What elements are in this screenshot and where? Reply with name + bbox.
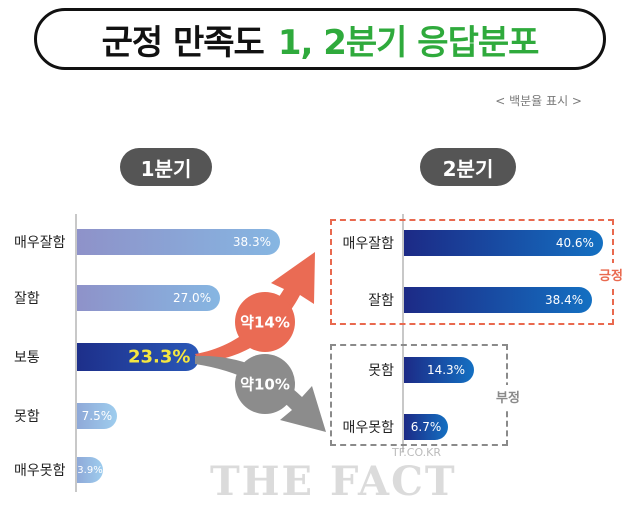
q1-category-label: 매우잘함 (14, 235, 66, 251)
q2-bar: 6.7% (404, 414, 448, 440)
q1-category-label: 못함 (14, 409, 40, 425)
q1-value-label: 3.9% (77, 464, 103, 476)
q2-bar: 40.6% (404, 230, 603, 256)
q2-header-label: 2분기 (442, 156, 494, 181)
up-arrow-badge (235, 292, 295, 352)
q2-value-label: 14.3% (426, 363, 466, 377)
title-box: 군정 만족도 1, 2분기 응답분포 (34, 8, 606, 70)
down-arrow-label: 약10% (240, 375, 290, 394)
q2-bar: 14.3% (404, 357, 475, 383)
q1-bar: 38.3% (77, 229, 280, 255)
up-arrow-label: 약14% (240, 313, 290, 332)
q2-category-label: 못함 (368, 363, 394, 379)
q2-category-label: 매우잘함 (342, 236, 394, 252)
q2-category-label: 매우못함 (342, 420, 394, 436)
percentage-note: < 백분율 표시 > (495, 94, 582, 108)
q1-bar: 27.0% (77, 285, 221, 311)
q1-category-label: 잘함 (14, 291, 40, 307)
q2-value-label: 6.7% (410, 420, 442, 434)
up-arrow (195, 252, 315, 362)
q1-bar: 3.9% (77, 457, 103, 483)
title-main: 군정 만족도 (101, 22, 265, 63)
q1-category-label: 매우못함 (14, 463, 66, 479)
down-arrow (195, 355, 326, 432)
title-highlight: 1, 2분기 응답분포 (277, 22, 540, 63)
q2-header: 2분기 (420, 148, 516, 186)
q1-axis (75, 214, 77, 492)
positive-group-label: 긍정 (598, 263, 624, 286)
q2-axis (402, 214, 404, 452)
q1-bar: 7.5% (77, 403, 117, 429)
q2-value-label: 40.6% (555, 236, 594, 250)
q1-value-label: 27.0% (172, 291, 212, 305)
down-arrow-badge (235, 354, 295, 414)
negative-group-label: 부정 (495, 385, 521, 408)
q2-value-label: 38.4% (545, 293, 584, 307)
q1-header-label: 1분기 (140, 156, 192, 181)
q1-header: 1분기 (120, 148, 212, 186)
watermark-logo: THE FACT (210, 458, 457, 505)
watermark-site: TF.CO.KR (392, 446, 442, 459)
q1-value-label: 38.3% (232, 235, 271, 249)
q1-highlight-value: 23.3% (128, 346, 191, 368)
q2-category-label: 잘함 (368, 293, 394, 309)
q1-bar (77, 343, 199, 371)
q1-value-label: 7.5% (81, 409, 113, 423)
q2-bar: 38.4% (404, 287, 593, 313)
q1-category-label: 보통 (14, 350, 40, 366)
